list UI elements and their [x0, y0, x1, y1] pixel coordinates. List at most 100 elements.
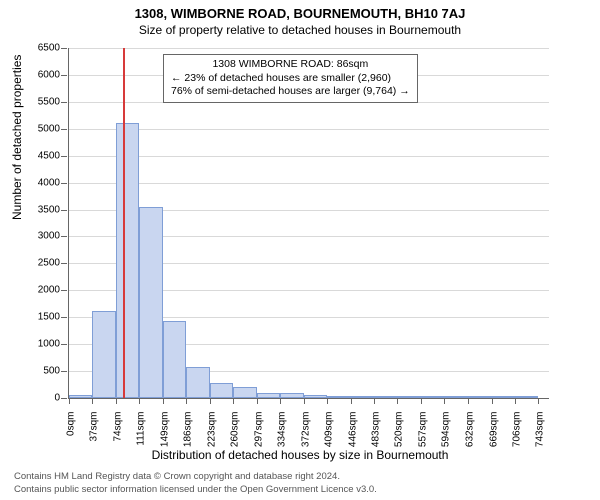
x-tick: [257, 398, 258, 404]
y-tick: [61, 183, 67, 184]
x-tick: [374, 398, 375, 404]
x-tick-label: 334sqm: [276, 412, 287, 462]
y-tick: [61, 317, 67, 318]
annotation-line-2: ← 23% of detached houses are smaller (2,…: [171, 72, 410, 86]
y-tick: [61, 156, 67, 157]
gridline: [69, 48, 549, 49]
x-tick: [468, 398, 469, 404]
x-tick-label: 149sqm: [160, 412, 171, 462]
x-tick: [327, 398, 328, 404]
x-tick: [421, 398, 422, 404]
y-tick-label: 2500: [20, 258, 60, 269]
gridline: [69, 156, 549, 157]
y-tick: [61, 290, 67, 291]
x-tick: [492, 398, 493, 404]
annotation-box: 1308 WIMBORNE ROAD: 86sqm ← 23% of detac…: [163, 54, 418, 103]
histogram-bar: [374, 396, 397, 398]
y-tick-label: 500: [20, 366, 60, 377]
x-tick: [116, 398, 117, 404]
y-tick: [61, 236, 67, 237]
x-tick: [210, 398, 211, 404]
histogram-bar: [468, 396, 491, 398]
histogram-bar: [233, 387, 256, 398]
histogram-bar: [69, 395, 92, 398]
histogram-bar: [492, 396, 515, 398]
x-tick-label: 594sqm: [441, 412, 452, 462]
x-tick: [397, 398, 398, 404]
histogram-bar: [397, 396, 420, 398]
histogram-bar: [351, 396, 374, 398]
x-tick-label: 743sqm: [535, 412, 546, 462]
page-title: 1308, WIMBORNE ROAD, BOURNEMOUTH, BH10 7…: [0, 0, 600, 21]
x-tick: [92, 398, 93, 404]
x-tick-label: 260sqm: [230, 412, 241, 462]
footer-line-1: Contains HM Land Registry data © Crown c…: [14, 471, 377, 483]
y-tick-label: 2000: [20, 285, 60, 296]
x-tick-label: 186sqm: [183, 412, 194, 462]
y-tick: [61, 263, 67, 264]
x-tick-label: 483sqm: [371, 412, 382, 462]
x-tick: [186, 398, 187, 404]
x-tick-label: 223sqm: [206, 412, 217, 462]
y-tick-label: 6000: [20, 69, 60, 80]
histogram-bar: [139, 207, 163, 398]
x-tick-label: 74sqm: [112, 412, 123, 462]
x-tick-label: 520sqm: [394, 412, 405, 462]
y-tick-label: 3000: [20, 231, 60, 242]
x-tick-label: 557sqm: [417, 412, 428, 462]
x-tick-label: 111sqm: [136, 412, 147, 462]
x-tick: [351, 398, 352, 404]
x-tick-label: 37sqm: [89, 412, 100, 462]
histogram-bar: [186, 367, 209, 398]
histogram-plot: 1308 WIMBORNE ROAD: 86sqm ← 23% of detac…: [68, 48, 549, 399]
x-tick: [515, 398, 516, 404]
histogram-bar: [421, 396, 444, 398]
x-tick-label: 297sqm: [253, 412, 264, 462]
histogram-bar: [210, 383, 233, 398]
annotation-line-3: 76% of semi-detached houses are larger (…: [171, 85, 410, 99]
histogram-bar: [444, 396, 468, 398]
histogram-bar: [92, 311, 115, 398]
y-tick: [61, 102, 67, 103]
histogram-bar: [515, 396, 538, 398]
histogram-bar: [327, 396, 350, 398]
histogram-bar: [280, 393, 304, 398]
y-tick: [61, 371, 67, 372]
x-tick-label: 632sqm: [465, 412, 476, 462]
y-tick-label: 5000: [20, 123, 60, 134]
y-tick: [61, 48, 67, 49]
x-tick-label: 372sqm: [300, 412, 311, 462]
y-tick-label: 5500: [20, 96, 60, 107]
x-tick: [304, 398, 305, 404]
x-tick: [233, 398, 234, 404]
y-tick-label: 1500: [20, 312, 60, 323]
y-tick: [61, 344, 67, 345]
x-tick: [444, 398, 445, 404]
y-tick: [61, 75, 67, 76]
histogram-bar: [163, 321, 186, 398]
gridline: [69, 129, 549, 130]
x-tick-label: 706sqm: [511, 412, 522, 462]
histogram-bar: [116, 123, 139, 398]
annotation-line-1: 1308 WIMBORNE ROAD: 86sqm: [171, 58, 410, 72]
y-tick-label: 0: [20, 393, 60, 404]
y-tick: [61, 210, 67, 211]
x-tick: [139, 398, 140, 404]
x-tick: [163, 398, 164, 404]
y-tick: [61, 129, 67, 130]
x-tick: [280, 398, 281, 404]
y-tick-label: 4000: [20, 177, 60, 188]
histogram-bar: [257, 393, 280, 398]
x-tick-label: 409sqm: [324, 412, 335, 462]
footer-credits: Contains HM Land Registry data © Crown c…: [14, 471, 377, 496]
gridline: [69, 183, 549, 184]
x-tick: [538, 398, 539, 404]
y-tick-label: 1000: [20, 339, 60, 350]
x-tick-label: 446sqm: [347, 412, 358, 462]
y-tick-label: 4500: [20, 150, 60, 161]
page-subtitle: Size of property relative to detached ho…: [0, 21, 600, 37]
y-tick-label: 3500: [20, 204, 60, 215]
x-tick-label: 669sqm: [488, 412, 499, 462]
x-tick-label: 0sqm: [66, 412, 77, 462]
x-tick: [69, 398, 70, 404]
